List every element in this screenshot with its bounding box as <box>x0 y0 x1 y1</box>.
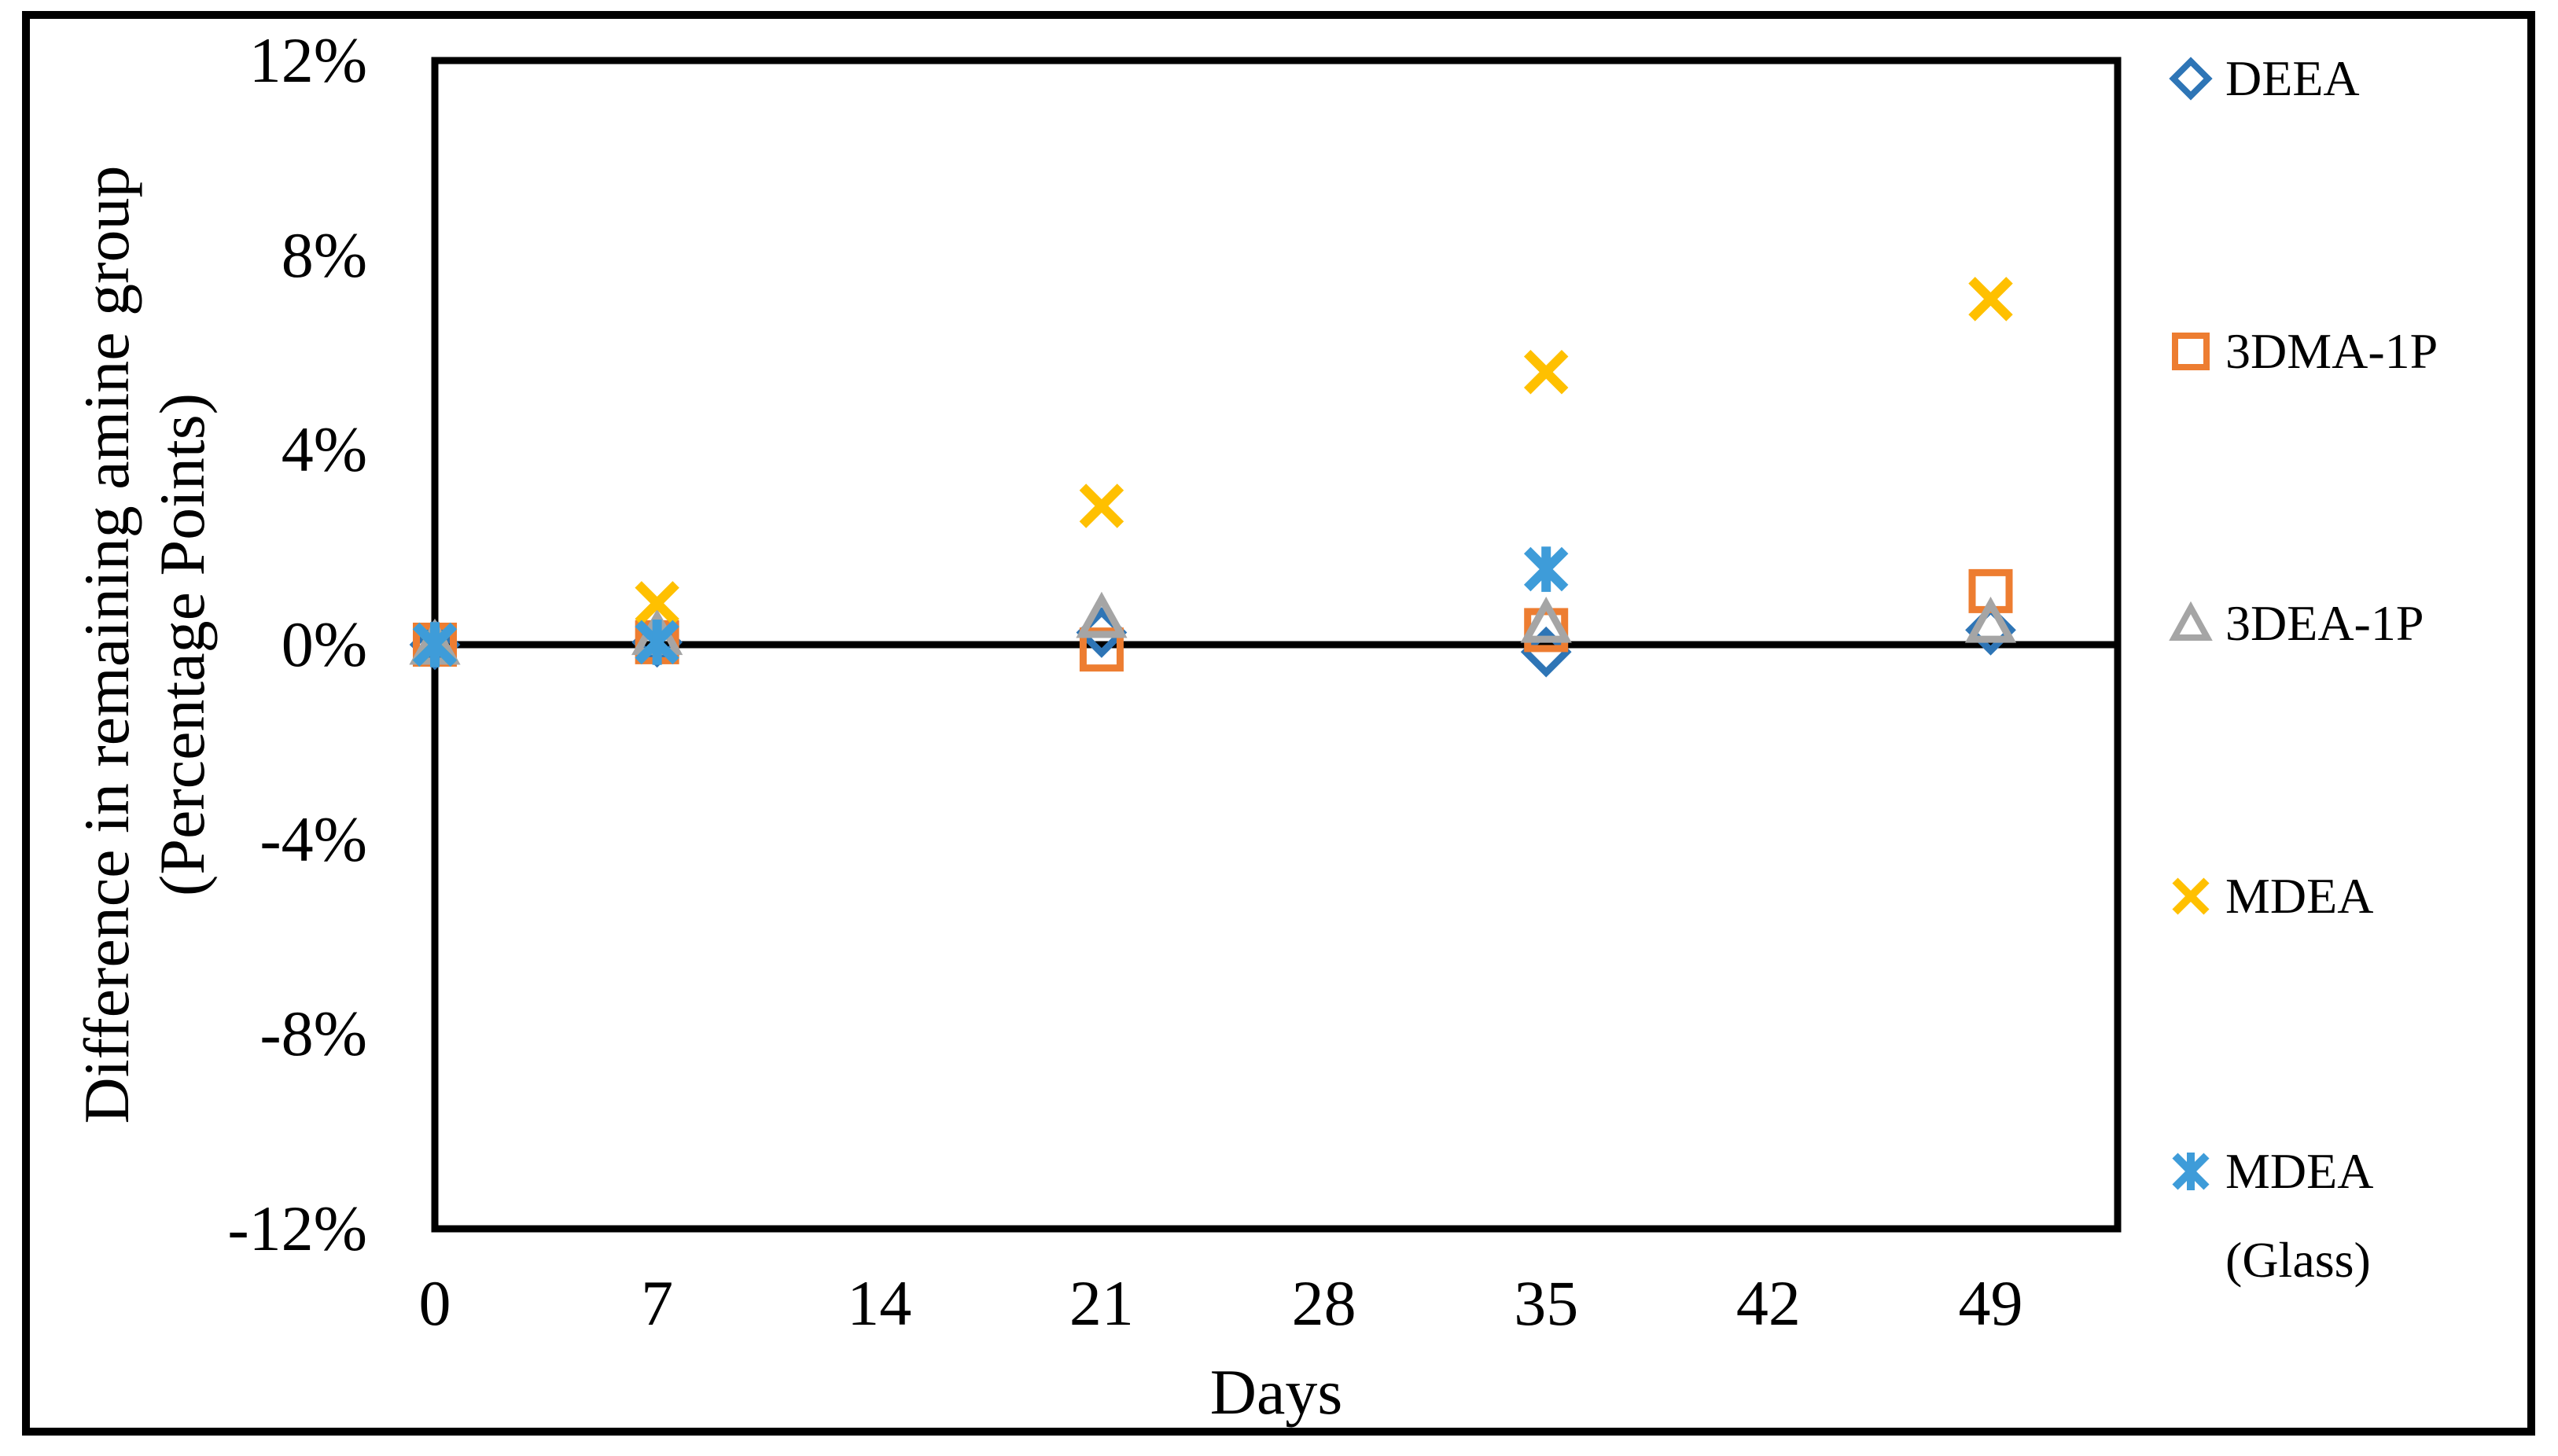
mdea-marker <box>1523 350 1569 395</box>
3dea-1p-marker <box>1964 596 2017 643</box>
mdea-legend-marker <box>2172 877 2210 915</box>
y-axis-title-line1: Difference in remaining amine group <box>71 165 142 1124</box>
y-tick-label: -4% <box>259 803 367 875</box>
legend-label-mdea-glass: (Glass) <box>2225 1232 2371 1288</box>
y-tick-label: 0% <box>281 609 367 680</box>
3dma-1p-legend-marker <box>2172 333 2210 370</box>
y-tick-label: 8% <box>281 219 367 291</box>
y-tick-label: 12% <box>248 24 367 96</box>
x-tick-label: 21 <box>1069 1267 1134 1339</box>
legend-label-mdea-glass: MDEA <box>2225 1143 2374 1199</box>
3dea-1p-legend-marker <box>2169 601 2213 641</box>
y-tick-label: -12% <box>227 1193 367 1264</box>
mdea-glass-legend-marker <box>2172 1153 2210 1190</box>
mdea-glass-marker <box>1523 546 1569 592</box>
3dea-1p-marker <box>1076 591 1128 638</box>
y-axis-title-line2: (Percentage Points) <box>146 393 218 896</box>
y-tick-label: -8% <box>259 998 367 1070</box>
y-axis-title: Difference in remaining amine group (Per… <box>69 0 220 1337</box>
legend-label-mdea: MDEA <box>2225 868 2374 924</box>
legend-label-3dma-1p: 3DMA-1P <box>2225 323 2438 379</box>
x-tick-label: 0 <box>418 1267 451 1339</box>
x-tick-label: 28 <box>1291 1267 1356 1339</box>
3dea-1p-marker <box>1520 596 1572 643</box>
mdea-marker <box>635 581 679 626</box>
mdea-glass-marker <box>635 620 679 665</box>
mdea-marker <box>1079 483 1124 528</box>
x-tick-label: 7 <box>641 1267 674 1339</box>
legend-label-deea: DEEA <box>2225 50 2360 106</box>
x-tick-label: 35 <box>1514 1267 1579 1339</box>
legend-label-3dea-1p: 3DEA-1P <box>2225 595 2424 651</box>
mdea-glass-marker <box>412 622 458 667</box>
deea-legend-marker <box>2169 57 2213 101</box>
x-tick-label: 14 <box>847 1267 912 1339</box>
x-tick-label: 49 <box>1958 1267 2023 1339</box>
figure-border <box>22 11 2535 1436</box>
mdea-marker <box>1968 277 2013 322</box>
x-tick-label: 42 <box>1735 1267 1801 1339</box>
y-tick-label: 4% <box>281 414 367 486</box>
x-axis-title: Days <box>1209 1356 1343 1428</box>
